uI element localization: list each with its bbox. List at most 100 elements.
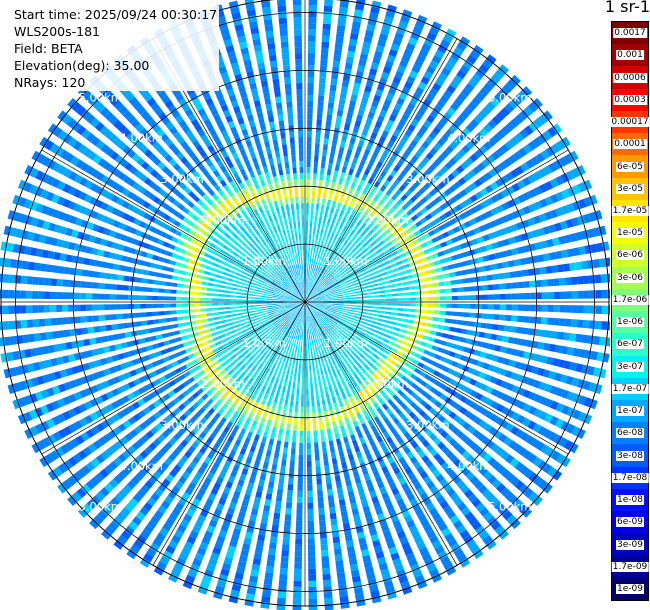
beta-range-gate [141, 278, 148, 284]
beta-range-gate [165, 347, 173, 354]
beta-range-gate [373, 194, 380, 202]
beta-range-gate [268, 288, 275, 292]
beta-range-gate [372, 56, 381, 65]
beta-range-gate [225, 115, 233, 123]
beta-range-gate [480, 200, 489, 209]
beta-range-gate [349, 244, 355, 251]
beta-range-gate [162, 241, 171, 248]
beta-range-gate [306, 137, 312, 144]
beta-range-gate [236, 312, 244, 316]
beta-range-gate [368, 229, 375, 236]
beta-range-gate [432, 282, 440, 287]
beta-range-gate [90, 210, 99, 219]
beta-range-gate [374, 475, 383, 484]
beta-range-gate [127, 215, 136, 224]
beta-range-gate [268, 381, 273, 389]
beta-range-gate [307, 300, 314, 302]
beta-range-gate [71, 491, 82, 503]
beta-range-gate [135, 140, 145, 150]
beta-range-gate [99, 487, 110, 497]
beta-range-gate [182, 309, 189, 314]
beta-range-gate [308, 263, 311, 270]
beta-range-gate [114, 493, 124, 503]
beta-range-gate [392, 519, 402, 528]
beta-range-gate [150, 102, 160, 112]
beta-range-gate [87, 151, 97, 161]
beta-range-gate [137, 185, 146, 194]
beta-range-gate [306, 293, 309, 300]
beta-range-gate [95, 102, 106, 113]
beta-range-gate [105, 240, 114, 248]
beta-range-gate [355, 145, 363, 153]
beta-range-gate [184, 145, 193, 154]
beta-range-gate [268, 183, 274, 191]
beta-range-gate [56, 278, 64, 287]
beta-range-gate [383, 16, 394, 25]
beta-range-gate [227, 435, 234, 443]
beta-range-gate [319, 274, 325, 280]
beta-range-gate [315, 388, 319, 395]
beta-range-gate [180, 519, 190, 528]
beta-range-gate [175, 336, 182, 343]
beta-range-gate [419, 103, 429, 112]
beta-range-gate [325, 280, 331, 285]
beta-range-gate [265, 330, 272, 336]
beta-range-gate [281, 312, 288, 317]
beta-range-gate [225, 286, 232, 290]
beta-range-gate [56, 180, 66, 191]
beta-range-gate [398, 20, 409, 30]
beta-range-gate [429, 60, 439, 70]
beta-range-gate [454, 204, 463, 212]
beta-range-gate [284, 343, 289, 350]
beta-range-gate [80, 292, 87, 300]
beta-range-gate [261, 274, 267, 280]
beta-range-gate [106, 390, 115, 400]
beta-range-gate [478, 175, 488, 184]
beta-range-gate [26, 276, 34, 285]
beta-range-gate [296, 382, 300, 389]
beta-range-gate [459, 36, 471, 46]
beta-range-gate [311, 292, 317, 297]
beta-range-gate [286, 490, 293, 497]
beta-range-gate [376, 220, 383, 227]
beta-range-gate [443, 188, 452, 197]
beta-range-gate [286, 282, 291, 287]
beta-range-gate [495, 191, 505, 201]
beta-range-gate [393, 211, 400, 219]
beta-range-gate [225, 398, 232, 406]
beta-range-gate [173, 377, 181, 384]
beta-range-gate [164, 317, 172, 323]
beta-range-gate [314, 149, 320, 156]
beta-range-gate [321, 374, 326, 382]
beta-range-gate [460, 110, 470, 120]
beta-range-gate [29, 184, 38, 195]
beta-range-gate [278, 120, 285, 127]
beta-range-gate [307, 296, 313, 301]
beta-range-gate [301, 322, 303, 329]
beta-range-gate [175, 261, 182, 268]
beta-range-gate [323, 348, 328, 355]
beta-range-gate [245, 390, 252, 398]
beta-range-gate [68, 394, 77, 403]
beta-range-gate [231, 333, 238, 338]
beta-range-gate [194, 308, 201, 313]
beta-range-gate [52, 162, 62, 173]
beta-range-gate [330, 415, 336, 422]
beta-range-gate [256, 428, 262, 436]
beta-range-gate [269, 264, 275, 270]
beta-range-gate [218, 220, 226, 227]
beta-range-gate [299, 304, 304, 309]
beta-range-gate [179, 182, 187, 191]
beta-range-gate [415, 86, 424, 96]
beta-range-gate [528, 121, 539, 132]
beta-range-gate [185, 420, 194, 428]
beta-range-gate [356, 219, 363, 227]
beta-range-gate [289, 312, 295, 317]
beta-range-gate [289, 460, 295, 467]
beta-range-gate [265, 244, 271, 251]
beta-range-gate [195, 319, 203, 324]
beta-range-gate [307, 251, 310, 258]
beta-range-gate [336, 183, 342, 191]
beta-range-gate [240, 364, 247, 371]
beta-range-gate [235, 419, 243, 427]
